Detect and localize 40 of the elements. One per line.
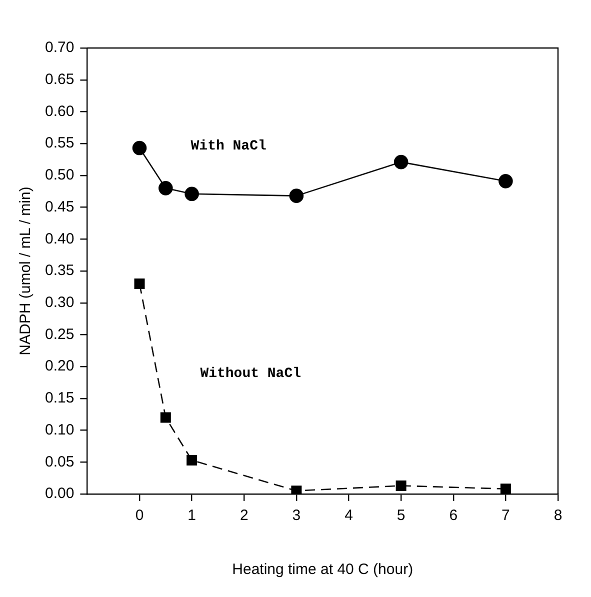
y-tick-label: 0.30: [44, 294, 74, 311]
x-tick-label: 2: [240, 507, 248, 524]
point: [158, 181, 173, 196]
y-tick-label: 0.20: [44, 358, 74, 375]
y-tick-label: 0.45: [44, 198, 74, 216]
point: [160, 412, 171, 423]
y-tick-label: 0.25: [44, 326, 74, 343]
y-tick-label: 0.60: [44, 102, 74, 120]
point: [500, 484, 511, 494]
x-tick-label: 0: [135, 507, 144, 524]
text: Without NaCl: [200, 366, 302, 382]
x-tick-label: 4: [344, 507, 353, 524]
point: [134, 278, 145, 289]
x-tick-label: 5: [396, 507, 406, 524]
y-tick-label: 0.15: [44, 390, 74, 407]
point: [184, 186, 199, 202]
x-tick-label: 7: [502, 507, 510, 524]
y-axis-title: NADPH (umol / mL / min): [17, 186, 34, 356]
point: [394, 154, 408, 170]
point: [498, 174, 513, 188]
y-tick-label: 0.10: [44, 421, 74, 438]
point: [289, 188, 304, 203]
y-tick-label: 0.50: [44, 166, 74, 184]
y-tick-label: 0.55: [44, 134, 74, 152]
x-tick-label: 3: [292, 507, 301, 524]
text: With NaCl: [190, 138, 266, 155]
x-axis-title: Heating time at 40 C (hour): [232, 561, 414, 578]
point: [396, 480, 406, 491]
x-tick-label: 1: [188, 507, 196, 524]
x-tick-label: 8: [554, 507, 562, 524]
y-tick-label: 0.70: [44, 39, 74, 56]
y-tick-label: 0.00: [44, 485, 74, 502]
point: [132, 140, 147, 156]
y-tick-label: 0.05: [44, 453, 74, 470]
point: [186, 454, 198, 466]
y-tick-label: 0.40: [44, 230, 74, 248]
x-tick-label: 6: [449, 507, 458, 524]
point: [291, 486, 302, 494]
y-tick-label: 0.35: [44, 262, 74, 280]
y-tick-label: 0.65: [44, 71, 74, 88]
